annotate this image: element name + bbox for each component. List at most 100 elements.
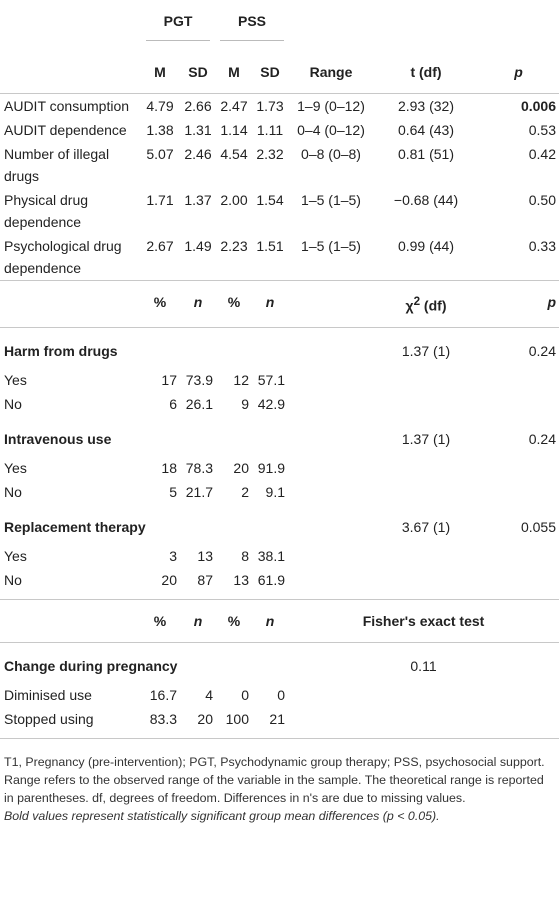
table-cell: 2.66	[180, 94, 216, 119]
cell-text: 1.14	[220, 122, 248, 138]
cell-text: −0.68 (44)	[393, 192, 459, 208]
table-cell: %	[216, 280, 252, 328]
cell-text: p	[547, 294, 556, 310]
table-cell: Intravenous use	[0, 416, 288, 456]
table-cell: 1.38	[140, 118, 180, 142]
cell-text: Yes	[4, 547, 27, 564]
table-cell: 4.54	[216, 142, 252, 188]
table-cell: Diminised use	[0, 683, 140, 707]
cell-text: 1.37	[184, 192, 212, 208]
table-body: PGT PSS M SD M SD Range t (df) p AUDIT consumptio…	[0, 0, 559, 739]
table-cell: 0.055	[478, 504, 559, 544]
table-cell: Fisher's exact test	[288, 599, 559, 643]
table-cell: 20	[216, 456, 252, 480]
table-cell: 0.42	[478, 142, 559, 188]
cell-text: Yes	[4, 371, 27, 388]
cell-text: p	[514, 64, 523, 80]
cell-text: 0–4 (0–12)	[297, 122, 365, 138]
cell-text: No	[4, 395, 22, 412]
cell-text: AUDIT dependence	[4, 122, 127, 138]
table-cell: %	[216, 599, 252, 643]
cell-text: Physical drug dependence	[4, 192, 89, 230]
cell-text: 1.11	[256, 122, 284, 138]
table-row: % n% n Fisher's exact test	[0, 599, 559, 643]
table-cell: 4	[180, 683, 216, 707]
cell-text: 0.006	[520, 98, 556, 114]
cell-text: 1.31	[184, 122, 212, 138]
table-row: % n% n χ2 (df) p	[0, 280, 559, 328]
table-cell: PGT	[140, 0, 216, 51]
table-row: No 6 26.1 9 42.9	[0, 392, 559, 416]
table-cell: 26.1	[180, 392, 216, 416]
cell-text: 3.67 (1)	[401, 518, 451, 535]
table-cell: 100	[216, 706, 252, 739]
table-cell: AUDIT dependence	[0, 118, 140, 142]
cell-text: 0.50	[528, 192, 556, 208]
table-cell: 78.3	[180, 456, 216, 480]
table-cell: 73.9	[180, 368, 216, 392]
table-cell: 21	[252, 706, 288, 739]
cell-text: 0.64 (43)	[397, 122, 455, 138]
stat-symbol: χ	[405, 297, 414, 314]
table-row: M SD M SD Range t (df) p	[0, 51, 559, 94]
table-cell: 0–8 (0–8)	[288, 142, 374, 188]
table-cell: n	[180, 599, 216, 643]
cell-text: 2.46	[184, 146, 212, 162]
table-cell: 4.79	[140, 94, 180, 119]
cell-text: 2.47	[220, 98, 248, 114]
stat-rest: (df)	[420, 297, 447, 314]
cell-text: 0.33	[528, 238, 556, 254]
table-cell: %	[140, 599, 180, 643]
cell-text: 13	[233, 571, 249, 588]
table-cell: 1.14	[216, 118, 252, 142]
cell-text: %	[153, 612, 167, 629]
cell-text: 0.99 (44)	[397, 238, 455, 254]
table-cell	[0, 280, 140, 328]
table-cell: 0.006	[478, 94, 559, 119]
cell-text: 4	[205, 686, 213, 703]
cell-text: 0.11	[410, 657, 437, 674]
cell-text: 17	[161, 371, 177, 388]
table-cell: No	[0, 392, 140, 416]
table-cell: 5	[140, 480, 180, 504]
table-cell: 1.11	[252, 118, 288, 142]
table-cell: 2.23	[216, 234, 252, 281]
table-row: AUDIT consumption 4.79 2.66 2.47 1.73 1–9 (0–…	[0, 94, 559, 119]
table-cell: p	[478, 280, 559, 328]
cell-text: Change during pregnancy	[4, 657, 178, 674]
cell-text: 87	[197, 571, 213, 588]
cell-text: %	[227, 612, 241, 629]
cell-text: 0.24	[528, 430, 556, 447]
table-cell: Yes	[0, 368, 140, 392]
cell-text: 1–5 (1–5)	[301, 238, 361, 254]
table-cell: 1.51	[252, 234, 288, 281]
cell-text: 16.7	[149, 686, 177, 703]
cell-text: Fisher's exact test	[362, 612, 485, 629]
table-cell: n	[180, 280, 216, 328]
cell-text: 2	[241, 483, 249, 500]
cell-text: Psychological drug dependence	[4, 238, 122, 276]
cell-text: SD	[188, 64, 208, 80]
cell-text: 0	[277, 686, 285, 703]
table-cell: 1.54	[252, 188, 288, 234]
table-cell: SD	[180, 51, 216, 94]
cell-text: n	[265, 294, 275, 310]
table-cell: 1.37 (1)	[374, 327, 478, 368]
table-cell	[288, 480, 559, 504]
cell-text: %	[227, 294, 241, 310]
cell-text: 20	[161, 571, 177, 588]
cell-text: 1.73	[256, 98, 284, 114]
cell-text: 5	[169, 483, 177, 500]
cell-text: Range	[309, 64, 353, 80]
table-cell: 13	[180, 544, 216, 568]
table-cell: 0.24	[478, 327, 559, 368]
table-cell: n	[252, 599, 288, 643]
cell-text: 21	[269, 710, 285, 727]
table-cell: 1.71	[140, 188, 180, 234]
table-cell: χ2 (df)	[374, 280, 478, 328]
cell-text: 0.24	[528, 342, 556, 359]
table-cell: −0.68 (44)	[374, 188, 478, 234]
table-cell: 0.24	[478, 416, 559, 456]
cell-text: 12	[233, 371, 249, 388]
table-cell: 83.3	[140, 706, 180, 739]
